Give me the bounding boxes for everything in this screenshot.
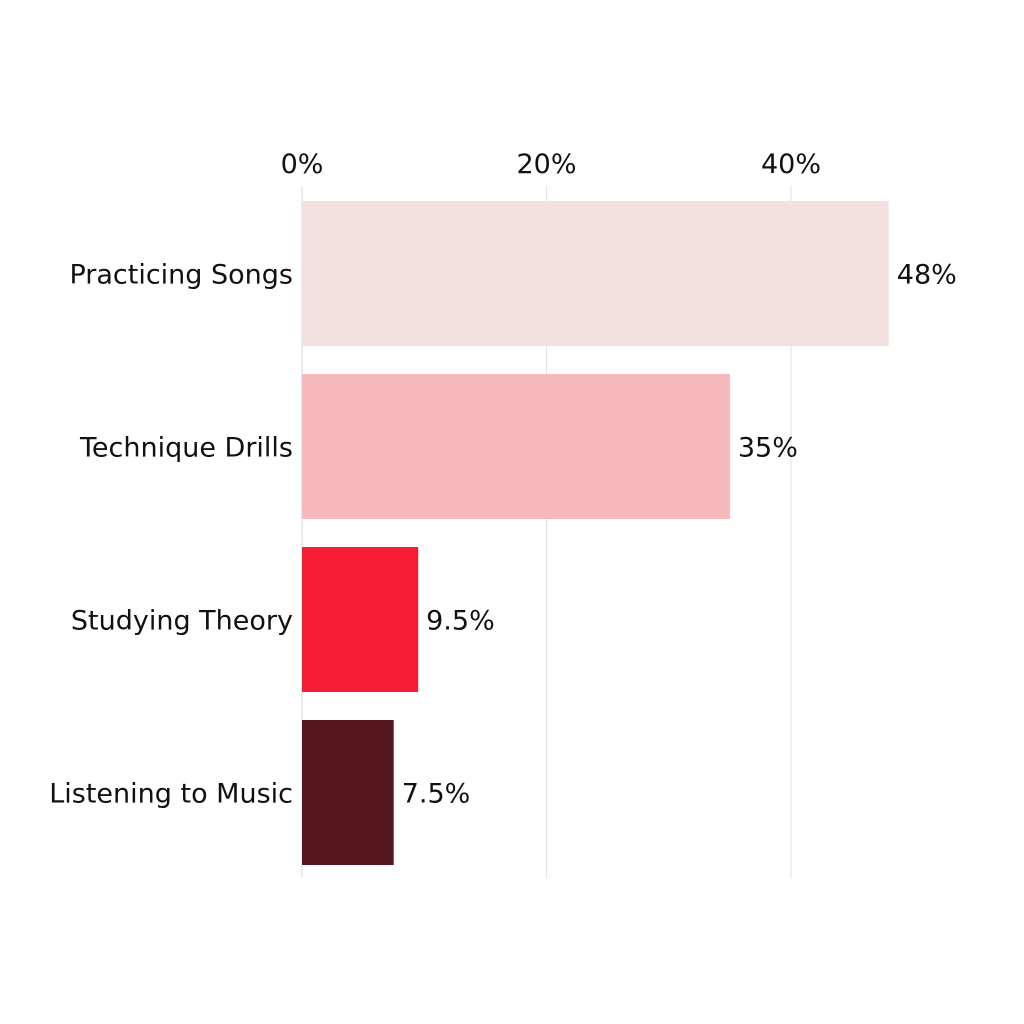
x-tick-label: 0% (281, 149, 324, 180)
bars (302, 201, 889, 865)
x-axis-ticks: 0% 20% 40% (281, 149, 821, 180)
data-label: 35% (738, 433, 798, 464)
category-labels: Practicing Songs Technique Drills Studying… (49, 260, 293, 810)
category-label: Listening to Music (49, 779, 293, 810)
category-label: Practicing Songs (69, 260, 293, 291)
category-label: Technique Drills (79, 433, 293, 464)
data-label: 48% (897, 260, 957, 291)
data-label: 7.5% (402, 779, 471, 810)
bar (302, 374, 730, 519)
x-tick-label: 40% (761, 149, 821, 180)
category-label: Studying Theory (71, 606, 293, 637)
x-tick-label: 20% (516, 149, 576, 180)
data-label: 9.5% (426, 606, 495, 637)
bar (302, 547, 419, 692)
bar (302, 720, 394, 865)
bar (302, 201, 889, 346)
data-labels: 48% 35% 9.5% 7.5% (402, 260, 957, 810)
